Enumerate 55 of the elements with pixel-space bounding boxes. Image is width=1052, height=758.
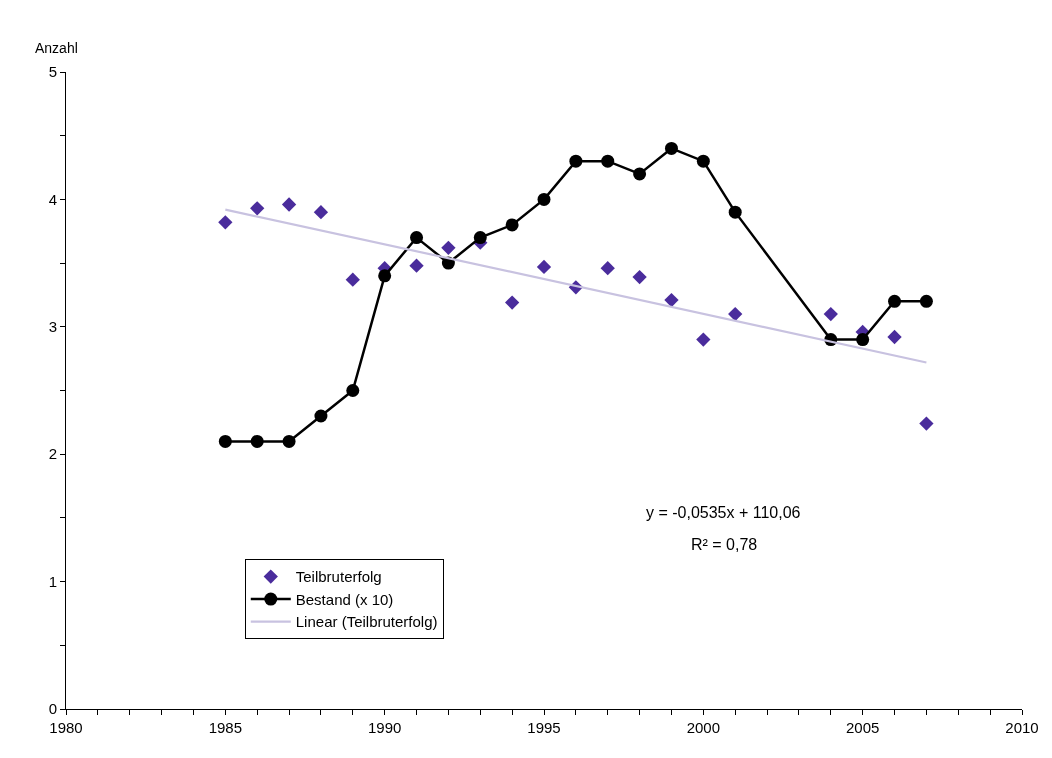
y-tick-label: 5 bbox=[48, 63, 57, 81]
point bbox=[410, 231, 424, 245]
point bbox=[218, 215, 233, 230]
point bbox=[409, 258, 424, 273]
point bbox=[441, 240, 456, 255]
point bbox=[346, 384, 360, 397]
point bbox=[664, 292, 679, 308]
point bbox=[281, 197, 297, 212]
point bbox=[696, 154, 710, 168]
point bbox=[823, 306, 838, 322]
y-axis-title: Anzahl bbox=[35, 40, 78, 56]
point bbox=[888, 294, 902, 308]
point bbox=[728, 306, 743, 322]
x-tick-label: 1995 bbox=[527, 719, 561, 736]
point bbox=[633, 167, 647, 181]
point bbox=[504, 295, 520, 310]
point bbox=[569, 154, 583, 168]
y-tick-label: 0 bbox=[48, 700, 57, 718]
point bbox=[632, 269, 647, 285]
x-tick-label: 1985 bbox=[208, 719, 243, 736]
x-tick-label: 2005 bbox=[845, 719, 880, 736]
point bbox=[505, 218, 519, 232]
point bbox=[345, 272, 360, 287]
point bbox=[887, 329, 902, 345]
x-tick-label: 1980 bbox=[49, 719, 83, 736]
point bbox=[728, 205, 742, 219]
point bbox=[218, 434, 232, 448]
x-tick-label: 1990 bbox=[367, 719, 402, 736]
y-tick-label: 2 bbox=[48, 445, 57, 463]
point bbox=[313, 204, 329, 220]
y-tick-label: 4 bbox=[48, 190, 57, 208]
y-tick-label: 1 bbox=[48, 572, 57, 590]
point bbox=[919, 416, 934, 431]
point bbox=[250, 434, 264, 448]
point bbox=[250, 201, 265, 216]
point bbox=[378, 269, 392, 283]
point bbox=[537, 192, 551, 206]
point bbox=[282, 434, 296, 448]
legend-label: Bestand (x 10) bbox=[295, 590, 394, 608]
point bbox=[696, 332, 711, 347]
annotation: R² = 0,78 bbox=[691, 536, 758, 553]
legend-label: Teilbruterfolg bbox=[295, 568, 382, 586]
annotation: y = -0,0535x + 110,06 bbox=[646, 504, 801, 521]
point bbox=[314, 409, 328, 423]
point bbox=[600, 261, 615, 276]
point bbox=[919, 294, 933, 308]
point bbox=[856, 333, 870, 347]
x-tick-label: 2010 bbox=[1005, 719, 1039, 736]
x-tick-label: 2000 bbox=[686, 719, 721, 736]
y-tick-label: 3 bbox=[48, 318, 57, 336]
point bbox=[601, 154, 615, 168]
point bbox=[664, 141, 678, 155]
point bbox=[473, 231, 487, 245]
point bbox=[536, 259, 552, 275]
legend-label: Linear (Teilbruterfolg) bbox=[295, 613, 438, 631]
